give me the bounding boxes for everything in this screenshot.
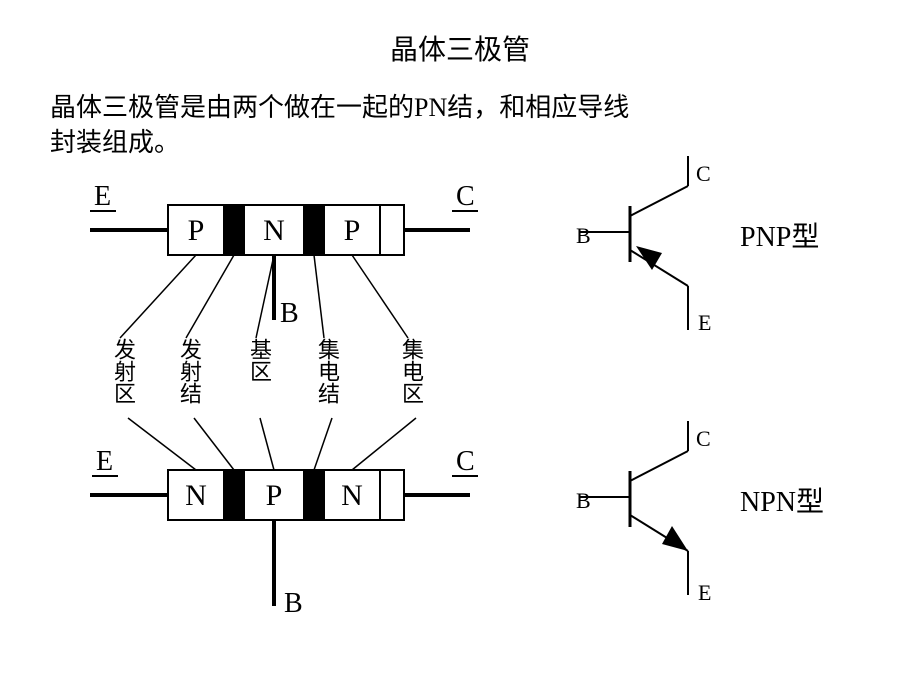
svg-text:P: P [266,479,283,512]
svg-text:N: N [341,479,363,512]
svg-text:P: P [188,214,205,247]
svg-text:B: B [576,223,591,248]
svg-text:B: B [280,298,299,329]
svg-text:N: N [185,479,207,512]
pnp-block-seg-1 [224,205,244,255]
svg-text:B: B [284,588,303,619]
npn-block-seg-1 [224,470,244,520]
type-label: NPN型 [740,480,824,520]
region-label-4: 集电区 [400,338,422,404]
svg-text:C: C [456,446,475,477]
svg-text:C: C [456,181,475,212]
region-label-1: 发射结 [178,338,200,404]
svg-text:C: C [696,426,711,451]
svg-text:E: E [94,181,111,212]
svg-text:C: C [696,161,711,186]
svg-text:E: E [698,310,711,335]
svg-text:P: P [344,214,361,247]
region-label-0: 发射区 [112,338,134,404]
region-label-3: 集电结 [316,338,338,404]
npn-block-seg-3 [304,470,324,520]
svg-text:N: N [263,214,285,247]
type-label: PNP型 [740,215,819,255]
svg-text:E: E [96,446,113,477]
pnp-block-seg-3 [304,205,324,255]
svg-text:B: B [576,488,591,513]
svg-text:E: E [698,580,711,605]
region-label-2: 基区 [248,338,270,382]
diagram-canvas: P N P E C B N P N E C B B C E B C E [0,0,920,690]
